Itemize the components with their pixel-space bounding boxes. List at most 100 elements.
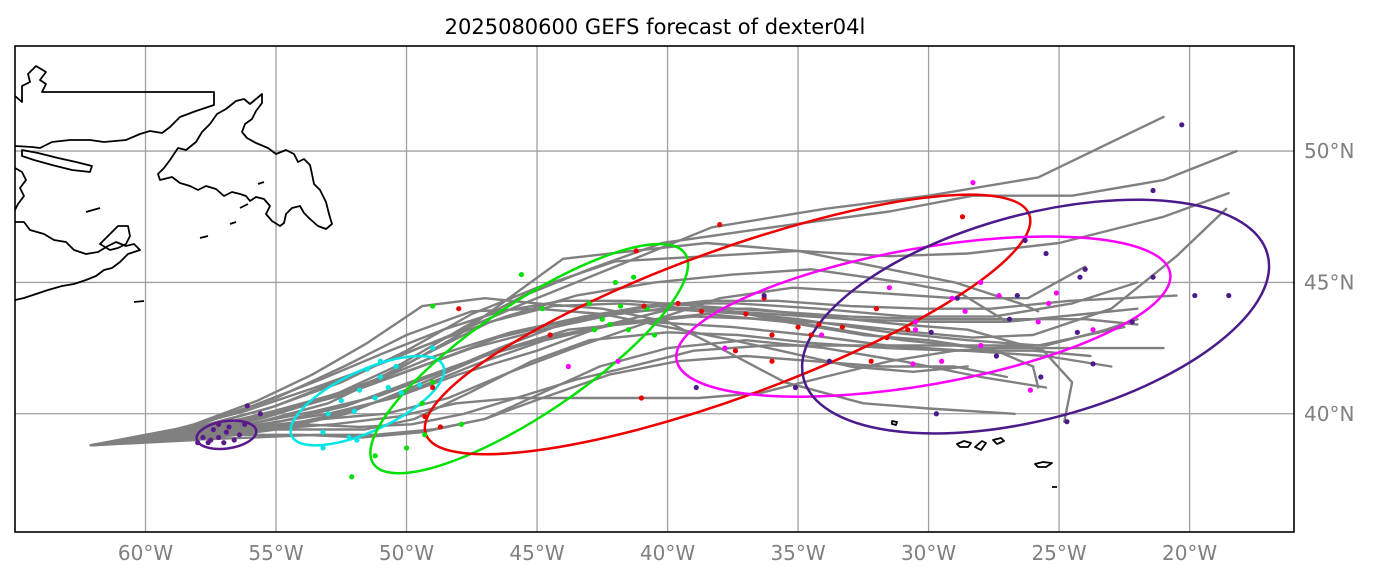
forecast-position-point	[1226, 292, 1232, 299]
forecast-position-point	[338, 398, 344, 404]
forecast-position-point	[1027, 387, 1033, 393]
ensemble-track	[89, 191, 1230, 447]
forecast-position-point	[939, 358, 945, 364]
forecast-position-point	[638, 395, 645, 401]
lon-tick-label: 45°W	[509, 541, 564, 565]
forecast-position-point	[625, 327, 631, 333]
forecast-position-point	[456, 306, 462, 312]
forecast-position-point	[1074, 329, 1080, 335]
forecast-position-point	[873, 306, 879, 312]
forecast-position-point	[422, 432, 428, 438]
forecast-position-point	[675, 300, 681, 307]
latitude-tick-labels: 40°N 45°N 50°N	[1304, 139, 1354, 426]
forecast-position-point	[458, 421, 464, 427]
lon-tick-label: 60°W	[118, 541, 173, 565]
forecast-position-point	[826, 358, 832, 364]
forecast-position-point	[792, 384, 799, 391]
forecast-position-point	[351, 408, 357, 414]
forecast-position-point	[962, 308, 968, 314]
forecast-position-point	[978, 279, 984, 286]
forecast-position-point	[816, 321, 822, 328]
forecast-position-point	[354, 437, 360, 443]
forecast-position-point	[430, 303, 436, 309]
lon-tick-label: 50°W	[379, 541, 434, 565]
forecast-position-point	[1150, 274, 1156, 280]
forecast-position-point	[769, 358, 775, 364]
forecast-position-point	[698, 308, 705, 314]
forecast-position-point	[1014, 292, 1020, 299]
ensemble-track	[89, 207, 1228, 447]
forecast-position-point	[221, 440, 227, 446]
forecast-position-point	[242, 421, 248, 427]
ensemble-track	[89, 294, 1178, 447]
coastline-islands-azores	[891, 420, 1057, 488]
forecast-position-point	[1090, 361, 1096, 367]
forecast-position-point	[928, 329, 934, 335]
forecast-position-point	[599, 316, 605, 322]
lat-tick-label: 50°N	[1304, 139, 1354, 163]
chart-title: 2025080600 GEFS forecast of dexter04l	[445, 15, 866, 39]
forecast-position-point	[226, 424, 232, 430]
forecast-position-point	[518, 271, 524, 278]
forecast-position-point	[978, 342, 984, 349]
forecast-position-point	[717, 222, 723, 228]
uncertainty-ellipse	[675, 235, 1172, 398]
ensemble-track	[89, 241, 1040, 447]
forecast-position-point	[393, 363, 399, 370]
forecast-position-point	[910, 361, 916, 367]
forecast-position-point	[839, 324, 846, 330]
forecast-position-point	[372, 395, 378, 401]
lat-tick-label: 45°N	[1304, 270, 1354, 294]
forecast-position-point	[933, 411, 940, 417]
forecast-position-point	[954, 295, 960, 301]
forecast-position-point	[905, 327, 911, 333]
forecast-position-point	[617, 303, 624, 309]
forecast-position-point	[422, 413, 428, 420]
forecast-position-point	[959, 214, 966, 220]
forecast-position-point	[633, 248, 639, 254]
forecast-position-point	[215, 434, 222, 441]
forecast-position-point	[732, 348, 739, 354]
forecast-position-point	[693, 384, 699, 391]
lon-tick-label: 55°W	[248, 541, 303, 565]
forecast-position-point	[364, 366, 370, 372]
forecast-position-point	[398, 390, 404, 396]
ensemble-track	[89, 344, 1035, 447]
coastline-cape-breton	[99, 225, 131, 251]
forecast-position-point	[210, 426, 216, 433]
forecast-position-point	[403, 445, 410, 451]
forecast-position-point	[970, 180, 976, 186]
forecast-position-point	[996, 292, 1002, 299]
forecast-position-point	[430, 345, 436, 351]
uncertainty-ellipse	[195, 419, 258, 451]
forecast-position-point	[722, 345, 728, 351]
forecast-position-point	[1006, 316, 1013, 322]
forecast-position-point	[612, 279, 618, 286]
ensemble-track	[89, 115, 1165, 447]
forecast-position-point	[325, 411, 331, 417]
ensemble-track	[89, 339, 1048, 447]
forecast-position-point	[591, 327, 598, 333]
forecast-position-point	[244, 403, 250, 409]
lon-tick-label: 40°W	[640, 541, 695, 565]
forecast-position-point	[912, 327, 919, 333]
forecast-position-point	[416, 382, 423, 388]
forecast-position-point	[236, 432, 243, 438]
lon-tick-label: 25°W	[1031, 541, 1086, 565]
forecast-position-point	[437, 424, 444, 430]
forecast-position-point	[1179, 122, 1185, 128]
forecast-position-point	[231, 437, 237, 443]
forecast-position-point	[1090, 327, 1096, 333]
forecast-position-point	[215, 421, 222, 427]
forecast-position-point	[912, 319, 919, 325]
lon-tick-label: 20°W	[1162, 541, 1217, 565]
forecast-position-point	[320, 445, 326, 451]
forecast-position-point	[547, 332, 553, 338]
lon-tick-label: 30°W	[901, 541, 956, 565]
ensemble-track	[89, 331, 1092, 447]
forecast-position-point	[949, 295, 955, 301]
forecast-position-point	[377, 374, 384, 380]
forecast-position-point	[1053, 290, 1060, 296]
forecast-position-point	[761, 292, 767, 299]
forecast-position-point	[1022, 237, 1028, 243]
